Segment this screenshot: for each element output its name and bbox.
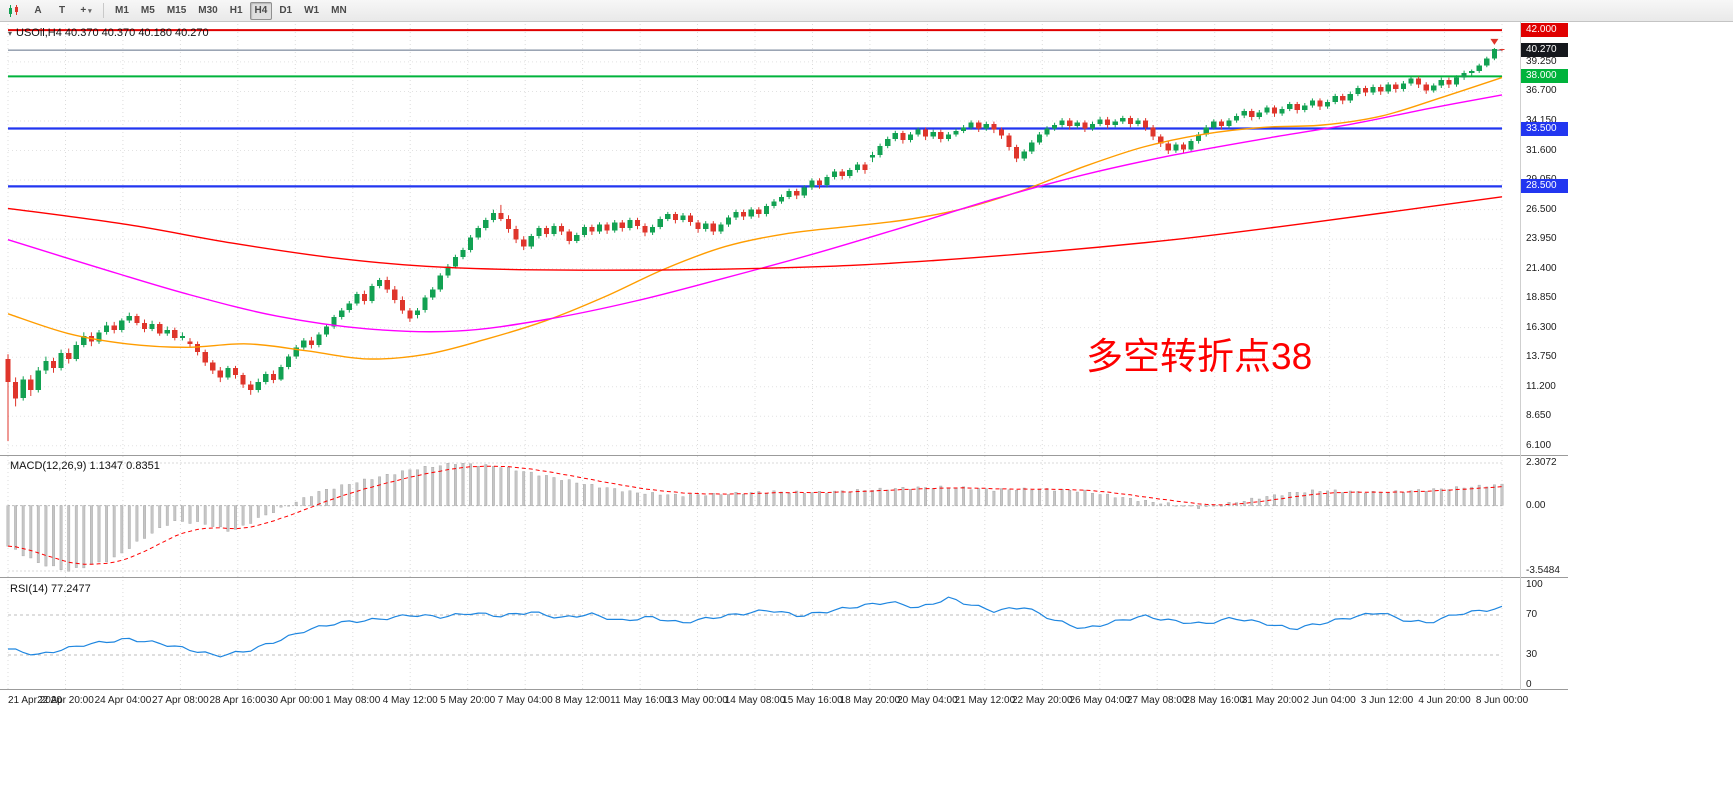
time-axis-label: 11 May 16:00 — [610, 695, 670, 706]
price-scale-label: 18.850 — [1526, 292, 1557, 304]
price-scale-label: 23.950 — [1526, 233, 1557, 245]
price-scale-label: 36.700 — [1526, 85, 1557, 97]
time-axis-label: 21 May 12:00 — [954, 695, 1016, 706]
time-axis-label: 2 Jun 04:00 — [1303, 695, 1356, 706]
rsi-scale-label: 30 — [1526, 649, 1538, 660]
rsi-label: RSI(14) 77.2477 — [10, 583, 91, 595]
price-scale-label: 26.500 — [1526, 203, 1557, 215]
chart-window-icon — [4, 2, 24, 20]
timeframe-button-h1[interactable]: H1 — [225, 2, 248, 20]
symbol-dropdown-icon: ▾ — [8, 28, 13, 38]
timeframe-button-m5[interactable]: M5 — [136, 2, 160, 20]
time-axis-label: 8 May 12:00 — [555, 695, 611, 706]
time-axis-label: 18 May 20:00 — [839, 695, 901, 706]
timeframe-button-d1[interactable]: D1 — [274, 2, 297, 20]
hline-badge: 42.000 — [1521, 23, 1568, 38]
rsi-line — [8, 596, 1503, 658]
macd-scale-label: 2.3072 — [1526, 457, 1557, 468]
crosshair-tool-button[interactable]: + ▾ — [75, 2, 97, 20]
price-scale-label: 16.300 — [1526, 321, 1557, 333]
hline-badge: 33.500 — [1521, 121, 1568, 136]
macd-label: MACD(12,26,9) 1.1347 0.8351 — [10, 460, 160, 472]
annotation-text: 多空转折点38 — [1086, 336, 1313, 377]
time-axis-label: 7 May 04:00 — [497, 695, 553, 706]
time-axis-label: 22 Apr 20:00 — [37, 695, 94, 706]
time-axis-label: 5 May 20:00 — [440, 695, 496, 706]
time-axis-label: 27 Apr 08:00 — [152, 695, 209, 706]
rsi-scale-label: 0 — [1526, 679, 1532, 690]
price-scale-label: 11.200 — [1526, 380, 1556, 392]
timeframe-button-m1[interactable]: M1 — [110, 2, 134, 20]
current-price-badge: 40.270 — [1521, 43, 1568, 58]
macd-pane — [6, 462, 1504, 572]
rsi-scale-label: 100 — [1526, 579, 1543, 590]
time-axis-label: 24 Apr 04:00 — [94, 695, 152, 706]
hline-badge: 38.000 — [1521, 69, 1568, 84]
timeframe-button-m30[interactable]: M30 — [193, 2, 222, 20]
time-axis-label: 3 Jun 12:00 — [1360, 695, 1414, 706]
text-tool-button[interactable]: T — [51, 2, 73, 20]
time-axis-label: 22 May 20:00 — [1011, 695, 1073, 706]
time-axis-label: 1 May 08:00 — [325, 695, 381, 706]
time-axis-label: 28 May 16:00 — [1184, 695, 1245, 706]
time-axis-label: 21 Apr 2020 — [8, 695, 62, 706]
macd-scale-label: 0.00 — [1526, 499, 1546, 511]
time-axis-label: 28 Apr 16:00 — [209, 695, 267, 706]
timeframe-button-mn[interactable]: MN — [326, 2, 352, 20]
moving-averages — [7, 38, 1503, 360]
rsi-pane — [8, 596, 1503, 658]
time-axis-label: 4 May 12:00 — [382, 695, 438, 706]
price-scale-label: 39.250 — [1526, 55, 1557, 67]
timeframe-buttons: M1 M5 M15 M30 H1 H4 D1 W1 MN — [109, 1, 353, 20]
timeframe-button-m15[interactable]: M15 — [162, 2, 191, 20]
toolbar: A T + ▾ M1 M5 M15 M30 H1 H4 D1 W1 MN — [0, 0, 1733, 22]
candlesticks — [5, 48, 1505, 442]
price-scale-label: 21.400 — [1526, 262, 1557, 274]
time-axis-label: 20 May 04:00 — [897, 695, 958, 706]
time-axis-label: 15 May 16:00 — [782, 695, 843, 706]
slow-ma-line — [7, 196, 1503, 271]
time-axis-label: 31 May 20:00 — [1241, 695, 1303, 706]
time-axis-label: 8 Jun 00:00 — [1475, 695, 1529, 706]
time-axis-label: 13 May 00:00 — [667, 695, 728, 706]
horizontal-lines — [8, 29, 1502, 188]
symbol-ohlc-text: USOil,H4 40.370 40.370 40.180 40.270 — [16, 27, 209, 39]
time-axis-label: 4 Jun 20:00 — [1418, 695, 1471, 706]
price-scale-label: 31.600 — [1526, 144, 1557, 156]
price-marker-icon — [1490, 38, 1499, 45]
timeframe-button-w1[interactable]: W1 — [299, 2, 324, 20]
timeframe-button-h4[interactable]: H4 — [249, 1, 273, 20]
toolbar-separator — [103, 3, 104, 18]
dropdown-caret-icon: ▾ — [88, 7, 92, 15]
time-axis-label: 27 May 08:00 — [1126, 695, 1188, 706]
symbol-info: ▾ USOil,H4 40.370 40.370 40.180 40.270 — [8, 27, 209, 39]
rsi-scale-label: 70 — [1526, 609, 1538, 620]
time-axis-label: 30 Apr 00:00 — [266, 695, 324, 706]
fast-ma-line — [7, 76, 1503, 360]
price-scale-label: 6.100 — [1526, 439, 1552, 451]
pane-separators — [0, 22, 1568, 690]
arrow-tool-button[interactable]: A — [27, 2, 49, 20]
price-scale-label: 13.750 — [1526, 351, 1557, 363]
price-scale-label: 34.150 — [1526, 114, 1557, 126]
time-axis-label: 14 May 08:00 — [724, 695, 786, 706]
hline-badge: 28.500 — [1521, 179, 1568, 194]
macd-scale-label: -3.5484 — [1526, 565, 1560, 576]
crosshair-icon: + — [80, 5, 87, 16]
time-axis-label: 26 May 04:00 — [1069, 695, 1131, 706]
price-scale-label: 8.650 — [1526, 410, 1552, 422]
